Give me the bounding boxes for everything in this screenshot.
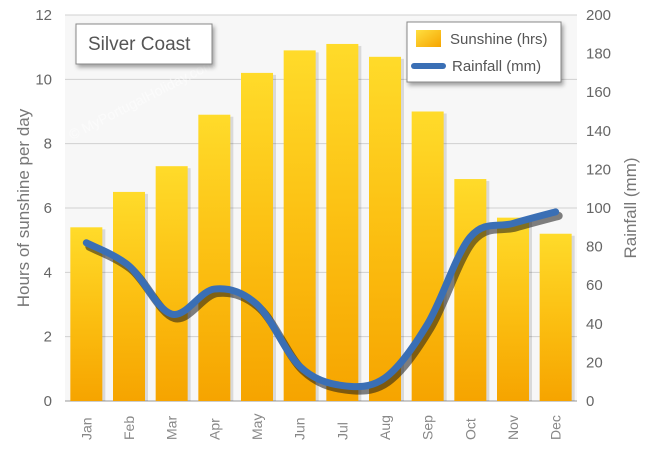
y-tick-label: 4 (44, 264, 52, 281)
legend-sunshine-label: Sunshine (hrs) (450, 31, 548, 48)
y2-tick-label: 80 (586, 239, 603, 256)
sunshine-bar-apr (198, 114, 231, 401)
y2-tick-label: 120 (586, 161, 611, 178)
grid-lines (65, 14, 577, 402)
x-tick-label: May (249, 414, 265, 440)
x-tick-label: Feb (121, 416, 137, 440)
y-tick-label: 6 (44, 200, 52, 217)
y-axis-title: Hours of sunshine per day (14, 108, 33, 307)
sunshine-bar-jul (326, 43, 359, 401)
sunshine-bars (70, 43, 575, 402)
y2-tick-label: 60 (586, 277, 603, 294)
y-tick-label: 0 (44, 393, 52, 410)
y2-tick-label: 20 (586, 354, 603, 371)
y2-tick-label: 200 (586, 7, 611, 24)
rainfall-line-group (82, 208, 563, 395)
sunshine-bar-nov (497, 217, 529, 401)
sunshine-bar-oct (454, 179, 487, 401)
x-tick-label: Jun (292, 417, 308, 440)
sunshine-bar-jan (70, 227, 103, 401)
x-tick-label: Apr (206, 418, 222, 440)
sunshine-bar-jun (283, 50, 316, 402)
y2-tick-label: 40 (586, 316, 603, 333)
x-tick-label: Oct (462, 418, 478, 440)
x-tick-label: Jul (334, 422, 350, 440)
left-axis-ticks: 0 2 4 6 8 10 12 (35, 7, 52, 410)
y2-tick-label: 180 (586, 46, 611, 63)
x-tick-label: Sep (420, 415, 436, 440)
y2-tick-label: 160 (586, 84, 611, 101)
y2-axis-title: Rainfall (mm) (621, 157, 640, 258)
chart-title-box (75, 23, 213, 65)
y-tick-label: 10 (35, 71, 52, 88)
sunshine-bar-mar (155, 166, 188, 401)
x-tick-label: Dec (548, 415, 564, 440)
x-tick-label: Mar (164, 416, 180, 440)
x-tick-label: Jan (78, 417, 94, 440)
y2-tick-label: 100 (586, 200, 611, 217)
y2-tick-label: 0 (586, 393, 594, 410)
x-tick-label: Aug (377, 415, 393, 440)
sunshine-bar-dec (539, 233, 572, 401)
sunshine-bar-may (241, 72, 273, 402)
chart-title: Silver Coast (88, 34, 191, 55)
sunshine-bar-aug (369, 56, 401, 402)
rainfall-line (82, 208, 560, 391)
right-axis-ticks: 0 20 40 60 80 100 120 140 160 180 200 (586, 7, 611, 410)
legend-sunshine-swatch (416, 30, 441, 47)
sunshine-bar-feb (113, 191, 145, 401)
y-tick-label: 12 (35, 7, 52, 24)
legend-rainfall-label: Rainfall (mm) (452, 58, 541, 75)
y-tick-label: 2 (44, 329, 52, 346)
legend: Sunshine (hrs) Rainfall (mm) (406, 21, 562, 83)
x-tick-label: Nov (505, 415, 521, 440)
y2-tick-label: 140 (586, 123, 611, 140)
sunshine-bar-sep (411, 111, 444, 401)
y-tick-label: 8 (44, 136, 52, 153)
x-axis-ticks: Jan Feb Mar Apr May Jun Jul Aug Sep Oct Nov Dec (78, 414, 563, 440)
